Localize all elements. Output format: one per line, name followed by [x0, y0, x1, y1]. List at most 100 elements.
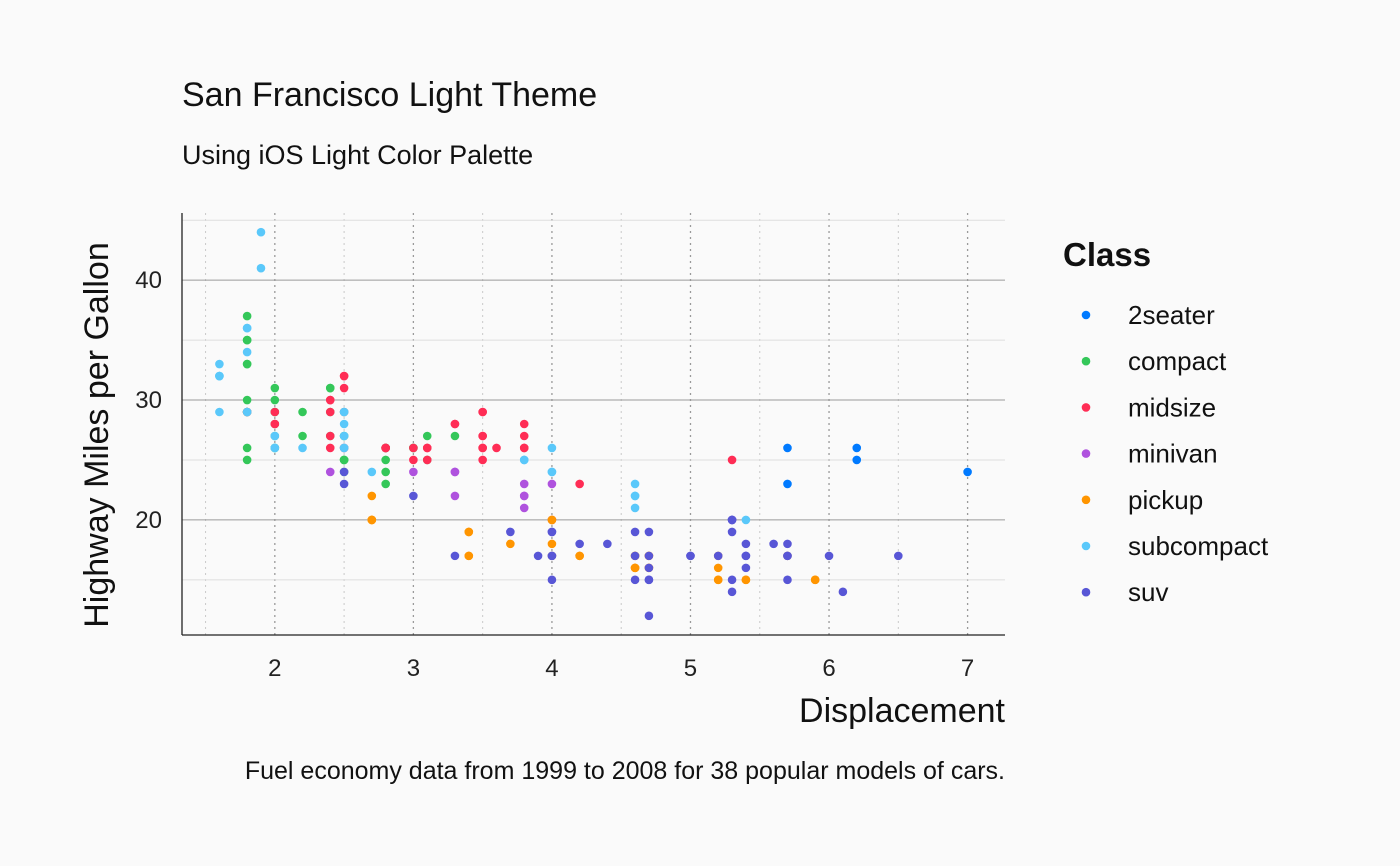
grid — [182, 213, 1005, 635]
legend-title: Class — [1063, 236, 1151, 273]
data-point — [242, 407, 252, 417]
data-point — [713, 575, 723, 585]
legend-marker — [1081, 587, 1091, 597]
data-point — [644, 563, 654, 573]
series-suv — [339, 467, 903, 621]
data-point — [381, 479, 390, 489]
chart-subtitle: Using iOS Light Color Palette — [182, 140, 533, 170]
data-point — [533, 551, 543, 561]
data-point — [547, 551, 557, 561]
data-point — [381, 443, 390, 453]
data-point — [575, 551, 584, 561]
x-tick-label: 6 — [822, 655, 835, 682]
legend: Class 2seater compact midsize minivan pickup… — [1063, 236, 1269, 607]
data-point — [409, 443, 418, 453]
series-pickup — [367, 491, 820, 585]
data-point — [519, 419, 529, 429]
legend-label: minivan — [1128, 439, 1218, 469]
data-point — [409, 455, 418, 465]
data-point — [741, 551, 751, 561]
data-point — [270, 383, 280, 393]
data-point — [547, 539, 557, 549]
data-point — [741, 563, 751, 573]
data-point — [215, 407, 224, 417]
data-point — [506, 539, 515, 549]
data-point — [506, 527, 515, 537]
data-point — [492, 443, 501, 453]
data-point — [547, 575, 557, 585]
data-point — [547, 527, 557, 537]
data-point — [381, 467, 390, 477]
data-point — [630, 503, 640, 513]
data-point — [450, 467, 460, 477]
axes: 2 3 4 5 6 7 20 30 40 — [135, 213, 1005, 682]
data-point — [644, 527, 654, 537]
data-point — [603, 539, 612, 549]
legend-marker — [1081, 541, 1091, 551]
legend-marker — [1081, 449, 1091, 458]
legend-label: pickup — [1128, 485, 1203, 515]
data-point — [298, 443, 307, 453]
data-point — [547, 443, 557, 453]
data-point — [270, 395, 280, 405]
data-point — [838, 587, 848, 597]
data-point — [783, 551, 792, 561]
y-tick-label: 20 — [135, 507, 162, 534]
data-point — [630, 527, 640, 537]
data-point — [783, 443, 792, 453]
data-point — [547, 479, 557, 489]
data-point — [741, 539, 751, 549]
data-point — [367, 515, 377, 525]
data-point — [422, 431, 432, 441]
legend-label: 2seater — [1128, 300, 1215, 330]
series-midsize — [242, 371, 737, 489]
data-point — [242, 395, 252, 405]
data-point — [367, 491, 377, 501]
data-point — [713, 563, 723, 573]
data-point — [270, 431, 280, 441]
data-point — [519, 455, 529, 465]
series-2seater — [783, 443, 972, 489]
data-point — [644, 611, 654, 621]
legend-marker — [1081, 356, 1091, 366]
data-point — [256, 227, 266, 237]
data-point — [450, 431, 460, 441]
data-point — [519, 479, 529, 489]
data-point — [783, 539, 792, 549]
data-point — [298, 407, 307, 417]
data-point — [270, 443, 280, 453]
data-point — [519, 431, 529, 441]
series-minivan — [325, 467, 557, 525]
data-point — [367, 467, 377, 477]
x-axis-label: Displacement — [799, 692, 1006, 730]
series-subcompact — [215, 227, 751, 525]
data-point — [339, 431, 349, 441]
legend-label: midsize — [1128, 392, 1216, 422]
data-point — [339, 479, 349, 489]
data-point — [242, 455, 252, 465]
data-point — [339, 419, 349, 429]
data-point — [325, 431, 335, 441]
data-point — [339, 467, 349, 477]
data-point — [852, 443, 862, 453]
data-point — [519, 443, 529, 453]
chart-title: San Francisco Light Theme — [182, 76, 597, 114]
data-point — [270, 407, 280, 417]
data-point — [242, 311, 252, 321]
data-point — [686, 551, 695, 561]
data-point — [630, 563, 640, 573]
data-point — [519, 503, 529, 513]
data-point — [741, 515, 751, 525]
data-point — [422, 455, 432, 465]
legend-label: suv — [1128, 577, 1168, 607]
data-point — [215, 359, 224, 369]
data-point — [894, 551, 903, 561]
data-point — [325, 443, 335, 453]
data-point — [783, 479, 792, 489]
data-point — [242, 335, 252, 345]
data-point — [547, 467, 557, 477]
data-point — [450, 551, 460, 561]
data-point — [824, 551, 834, 561]
